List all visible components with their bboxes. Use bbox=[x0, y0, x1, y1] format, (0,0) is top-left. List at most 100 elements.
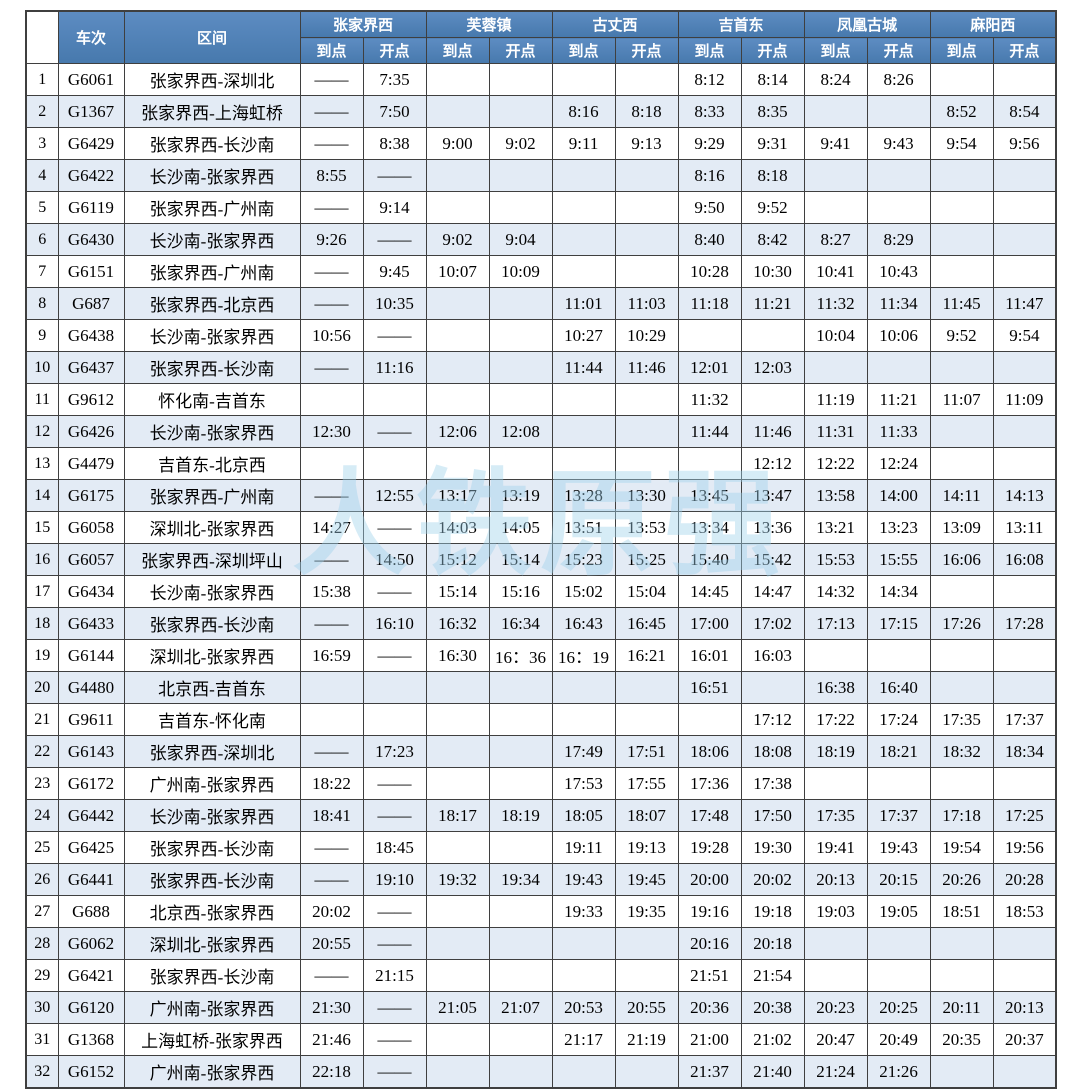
time-cell: 19:34 bbox=[488, 863, 553, 896]
time-cell: 16:30 bbox=[425, 639, 490, 672]
route-section: 张家界西-深圳坪山 bbox=[123, 543, 301, 576]
time-cell bbox=[929, 639, 994, 672]
time-cell bbox=[488, 447, 553, 480]
time-cell: 14:27 bbox=[299, 511, 364, 544]
time-cell bbox=[551, 223, 616, 256]
train-number: G6175 bbox=[57, 479, 125, 512]
time-cell: 11:07 bbox=[929, 383, 994, 416]
time-cell bbox=[425, 1055, 490, 1089]
time-cell: 20:18 bbox=[740, 927, 805, 960]
time-cell: 18:19 bbox=[803, 735, 868, 768]
time-cell: —— bbox=[299, 351, 364, 384]
time-cell: —— bbox=[362, 511, 427, 544]
departure-label: 开点 bbox=[992, 37, 1057, 64]
route-section: 张家界西-长沙南 bbox=[123, 959, 301, 992]
time-cell: 20:26 bbox=[929, 863, 994, 896]
row-number: 21 bbox=[25, 703, 59, 736]
time-cell: 20:00 bbox=[677, 863, 742, 896]
time-cell: 21:15 bbox=[362, 959, 427, 992]
time-cell: 19:28 bbox=[677, 831, 742, 864]
time-cell: 13:23 bbox=[866, 511, 931, 544]
departure-label: 开点 bbox=[866, 37, 931, 64]
time-cell: 15:12 bbox=[425, 543, 490, 576]
time-cell bbox=[992, 191, 1057, 224]
time-cell: 18:53 bbox=[992, 895, 1057, 928]
time-cell bbox=[488, 831, 553, 864]
time-cell: 16:10 bbox=[362, 607, 427, 640]
time-cell: 14:45 bbox=[677, 575, 742, 608]
train-number: G688 bbox=[57, 895, 125, 928]
time-cell bbox=[551, 959, 616, 992]
time-cell: 14:32 bbox=[803, 575, 868, 608]
arrival-label: 到点 bbox=[299, 37, 364, 64]
time-cell: 15:25 bbox=[614, 543, 679, 576]
time-cell: —— bbox=[299, 607, 364, 640]
time-cell: 20:55 bbox=[614, 991, 679, 1024]
time-cell bbox=[803, 959, 868, 992]
table-row: 22 G6143 张家界西-深圳北 —— 17:23 17:49 17:51 18:06 18:… bbox=[25, 735, 1057, 768]
time-cell: 20:13 bbox=[803, 863, 868, 896]
route-section: 张家界西-长沙南 bbox=[123, 863, 301, 896]
route-section: 长沙南-张家界西 bbox=[123, 223, 301, 256]
time-cell: 11:03 bbox=[614, 287, 679, 320]
time-cell bbox=[425, 831, 490, 864]
time-cell: —— bbox=[362, 799, 427, 832]
table-header: 车次 区间 张家界西 芙蓉镇 古丈西 吉首东 凤凰古城 麻阳西 到点 开点 到点 开点 到点 开点到… bbox=[25, 10, 1057, 64]
time-cell: 19:03 bbox=[803, 895, 868, 928]
route-section: 长沙南-张家界西 bbox=[123, 799, 301, 832]
time-cell bbox=[677, 447, 742, 480]
time-cell bbox=[488, 95, 553, 128]
time-cell: 17:15 bbox=[866, 607, 931, 640]
time-cell bbox=[488, 959, 553, 992]
time-cell: 20:28 bbox=[992, 863, 1057, 896]
time-cell: 20:49 bbox=[866, 1023, 931, 1056]
row-number: 15 bbox=[25, 511, 59, 544]
time-cell bbox=[488, 703, 553, 736]
time-cell: 18:19 bbox=[488, 799, 553, 832]
time-cell: 21:19 bbox=[614, 1023, 679, 1056]
time-cell bbox=[425, 959, 490, 992]
time-cell: 14:11 bbox=[929, 479, 994, 512]
time-cell: 11:47 bbox=[992, 287, 1057, 320]
route-section: 广州南-张家界西 bbox=[123, 767, 301, 800]
time-cell bbox=[362, 671, 427, 704]
time-cell: —— bbox=[362, 991, 427, 1024]
time-cell: 9:14 bbox=[362, 191, 427, 224]
time-cell: —— bbox=[299, 863, 364, 896]
time-cell bbox=[929, 223, 994, 256]
time-cell: 12:12 bbox=[740, 447, 805, 480]
time-cell: 8:35 bbox=[740, 95, 805, 128]
time-cell bbox=[740, 383, 805, 416]
time-cell: —— bbox=[299, 831, 364, 864]
train-number: G6430 bbox=[57, 223, 125, 256]
time-cell: 11:44 bbox=[677, 415, 742, 448]
train-number: G6438 bbox=[57, 319, 125, 352]
time-cell: 11:32 bbox=[803, 287, 868, 320]
time-cell bbox=[488, 1055, 553, 1089]
train-number: G9611 bbox=[57, 703, 125, 736]
time-cell: 8:38 bbox=[362, 127, 427, 160]
time-cell: —— bbox=[362, 767, 427, 800]
train-number: G6425 bbox=[57, 831, 125, 864]
time-cell bbox=[425, 767, 490, 800]
time-cell: 17:12 bbox=[740, 703, 805, 736]
route-section: 张家界西-北京西 bbox=[123, 287, 301, 320]
departure-label: 开点 bbox=[362, 37, 427, 64]
time-cell: 19:43 bbox=[866, 831, 931, 864]
time-cell bbox=[551, 447, 616, 480]
time-cell bbox=[929, 927, 994, 960]
time-cell: 19:18 bbox=[740, 895, 805, 928]
time-cell: 10:04 bbox=[803, 319, 868, 352]
row-number: 6 bbox=[25, 223, 59, 256]
time-cell: —— bbox=[299, 127, 364, 160]
train-number: G6429 bbox=[57, 127, 125, 160]
time-cell: —— bbox=[362, 639, 427, 672]
time-cell bbox=[866, 95, 931, 128]
route-section: 广州南-张家界西 bbox=[123, 1055, 301, 1089]
route-section: 长沙南-张家界西 bbox=[123, 415, 301, 448]
time-cell: 18:51 bbox=[929, 895, 994, 928]
time-cell: 9:00 bbox=[425, 127, 490, 160]
row-number: 2 bbox=[25, 95, 59, 128]
train-number: G4480 bbox=[57, 671, 125, 704]
table-row: 19 G6144 深圳北-张家界西 16:59 —— 16:30 16：36 16：19 16:… bbox=[25, 639, 1057, 672]
